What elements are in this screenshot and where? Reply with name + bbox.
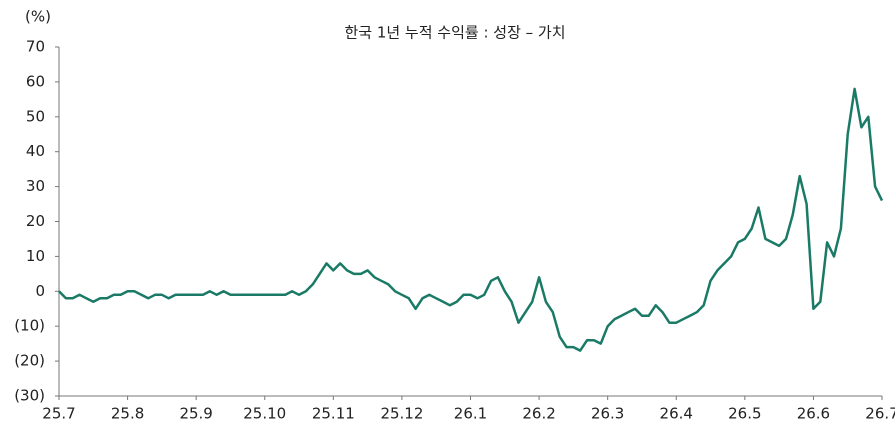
x-tick-label: 26.2	[522, 405, 555, 423]
x-tick-label: 26.4	[660, 405, 693, 423]
y-tick-label: 60	[26, 72, 45, 90]
x-tick-label: 25.7	[42, 405, 75, 423]
y-tick-label: 50	[26, 107, 45, 125]
y-tick-label: (10)	[14, 317, 45, 335]
y-tick-label: (30)	[14, 387, 45, 405]
x-tick-label: 26.1	[454, 405, 487, 423]
x-tick-label: 25.8	[111, 405, 144, 423]
y-tick-label: 70	[26, 38, 45, 56]
x-tick-label: 26.5	[728, 405, 761, 423]
line	[58, 87, 884, 352]
y-tick-label: 10	[26, 247, 45, 265]
y-tick-label: 20	[26, 212, 45, 230]
y-tick-label: 30	[26, 177, 45, 195]
x-tick-label: 25.11	[312, 405, 355, 423]
y-axis-label: (%)	[25, 8, 51, 26]
x-tick-label: 25.10	[243, 405, 286, 423]
x-tick-label: 26.3	[591, 405, 624, 423]
y-tick-label: 40	[26, 142, 45, 160]
x-tick-label: 26.7	[865, 405, 895, 423]
x-tick-label: 25.9	[179, 405, 212, 423]
x-tick-label: 25.12	[380, 405, 423, 423]
y-tick-label: (20)	[14, 352, 45, 370]
x-tick-label: 26.6	[797, 405, 830, 423]
y-tick-label: 0	[35, 282, 45, 300]
chart-title: 한국 1년 누적 수익률 : 성장 – 가치	[344, 24, 565, 42]
